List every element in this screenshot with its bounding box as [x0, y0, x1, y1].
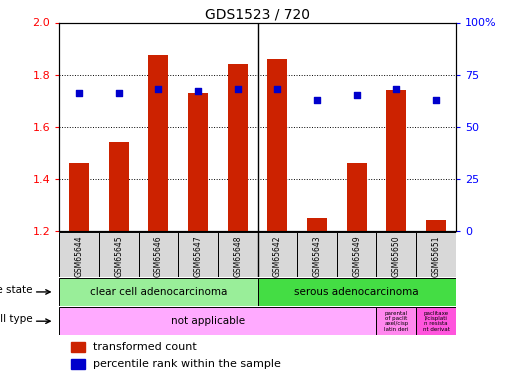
Bar — [337, 232, 376, 277]
Bar — [69, 163, 89, 231]
Bar — [426, 220, 446, 231]
Text: clear cell adenocarcinoma: clear cell adenocarcinoma — [90, 287, 227, 297]
Text: GSM65651: GSM65651 — [432, 236, 440, 277]
Point — [75, 90, 83, 96]
Text: GSM65649: GSM65649 — [352, 236, 361, 277]
Bar — [376, 307, 416, 335]
Text: GSM65650: GSM65650 — [392, 236, 401, 277]
Bar — [228, 64, 248, 231]
Bar — [386, 90, 406, 231]
Point — [313, 96, 321, 102]
Title: GDS1523 / 720: GDS1523 / 720 — [205, 8, 310, 21]
Text: not applicable: not applicable — [171, 316, 245, 326]
Bar — [139, 232, 178, 277]
Bar — [258, 278, 456, 306]
Bar — [148, 55, 168, 231]
Point — [273, 86, 281, 92]
Text: cell type: cell type — [0, 314, 32, 324]
Bar — [416, 307, 456, 335]
Point — [352, 92, 360, 98]
Point — [392, 86, 401, 92]
Text: percentile rank within the sample: percentile rank within the sample — [93, 359, 281, 369]
Bar — [188, 93, 208, 231]
Bar — [99, 232, 139, 277]
Text: GSM65648: GSM65648 — [233, 236, 242, 277]
Bar — [178, 232, 218, 277]
Bar — [416, 232, 456, 277]
Bar — [376, 232, 416, 277]
Point — [194, 88, 202, 94]
Point — [432, 96, 440, 102]
Bar — [59, 307, 376, 335]
Text: GSM65647: GSM65647 — [194, 236, 202, 277]
Bar — [307, 217, 327, 231]
Bar — [267, 59, 287, 231]
Bar — [59, 278, 258, 306]
Bar — [218, 232, 258, 277]
Text: serous adenocarcinoma: serous adenocarcinoma — [295, 287, 419, 297]
Point — [154, 86, 163, 92]
Bar — [71, 359, 85, 369]
Text: paclitaxe
l/cisplati
n resista
nt derivat: paclitaxe l/cisplati n resista nt deriva… — [422, 310, 450, 332]
Text: GSM65646: GSM65646 — [154, 236, 163, 277]
Text: transformed count: transformed count — [93, 342, 197, 352]
Bar — [297, 232, 337, 277]
Text: disease state: disease state — [0, 285, 32, 295]
Point — [114, 90, 123, 96]
Text: GSM65644: GSM65644 — [75, 236, 83, 277]
Bar — [59, 232, 99, 277]
Text: parental
of paclit
axel/cisp
latin deri: parental of paclit axel/cisp latin deri — [384, 310, 408, 332]
Text: GSM65643: GSM65643 — [313, 236, 321, 277]
Text: GSM65645: GSM65645 — [114, 236, 123, 277]
Text: GSM65642: GSM65642 — [273, 236, 282, 277]
Bar — [347, 163, 367, 231]
Bar — [71, 342, 85, 352]
Bar — [109, 142, 129, 231]
Bar — [258, 232, 297, 277]
Point — [234, 86, 242, 92]
